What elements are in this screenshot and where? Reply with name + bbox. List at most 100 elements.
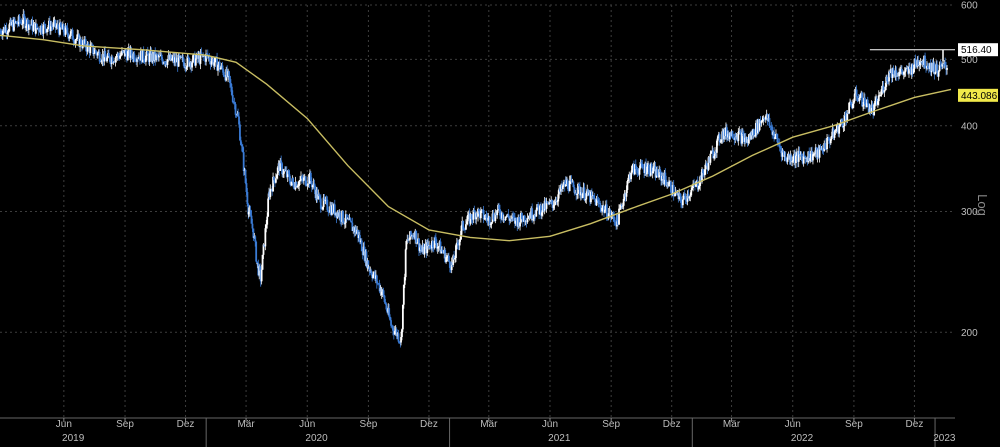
candle-body xyxy=(668,182,670,187)
candle-body xyxy=(459,234,462,240)
candle-body xyxy=(81,45,83,48)
candle-body xyxy=(424,243,427,247)
price-tag-box xyxy=(958,43,998,57)
candle-body xyxy=(60,27,63,30)
candle-body xyxy=(447,255,449,258)
candle-body xyxy=(288,174,291,181)
candle-body xyxy=(18,16,21,23)
candle-body xyxy=(669,181,672,193)
candle-body xyxy=(348,218,351,220)
candle-body xyxy=(859,96,862,98)
x-tick-label: Jun xyxy=(299,419,315,430)
candle-body xyxy=(857,98,860,102)
candle-body xyxy=(879,94,882,96)
candle-body xyxy=(361,251,364,256)
candle-body xyxy=(630,172,633,180)
candle-body xyxy=(498,205,500,210)
candle-body xyxy=(822,150,825,152)
candle-body xyxy=(307,176,310,185)
candle-body xyxy=(145,55,147,62)
candle-body xyxy=(382,290,385,296)
candle-body xyxy=(43,23,46,25)
candle-body xyxy=(524,221,527,223)
candle-body xyxy=(608,210,611,214)
candle-body xyxy=(748,135,751,140)
candle-body xyxy=(504,216,507,221)
candle-body xyxy=(607,213,610,219)
candle-body xyxy=(485,215,488,219)
candle-body xyxy=(244,169,247,184)
candle-body xyxy=(418,238,420,251)
candle-body xyxy=(641,163,644,168)
candle-body xyxy=(149,50,152,54)
candle-body xyxy=(621,205,624,207)
candle-body xyxy=(628,174,631,178)
candle-body xyxy=(267,198,270,217)
candle-body xyxy=(502,219,505,220)
candle-body xyxy=(851,103,854,108)
candle-body xyxy=(224,76,227,81)
candle-body xyxy=(820,148,823,150)
candle-body xyxy=(618,208,620,225)
candle-body xyxy=(48,20,51,32)
candle-body xyxy=(616,214,619,222)
candle-body xyxy=(317,194,320,200)
candle-body xyxy=(556,201,559,203)
candle-body xyxy=(247,211,250,215)
candle-body xyxy=(230,83,232,87)
candle-body xyxy=(689,195,692,197)
candle-body xyxy=(600,207,603,212)
candle-body xyxy=(841,122,844,128)
candle-body xyxy=(269,189,272,198)
candle-body xyxy=(503,219,506,221)
candle-body xyxy=(226,69,229,77)
candle-body xyxy=(838,126,841,134)
candle-body xyxy=(867,103,870,113)
candle-body xyxy=(15,21,18,24)
candle-body xyxy=(296,186,299,188)
candle-body xyxy=(808,151,811,161)
candle-body xyxy=(716,140,718,153)
candle-body xyxy=(877,95,880,102)
candle-body xyxy=(553,204,556,206)
candle-body xyxy=(697,188,700,190)
candle-body xyxy=(429,245,431,248)
candle-body xyxy=(57,24,60,29)
candle-body xyxy=(643,167,646,173)
candle-body xyxy=(278,163,281,171)
candle-body xyxy=(590,191,593,196)
candle-body xyxy=(848,102,851,114)
candle-body xyxy=(168,55,171,60)
candle-body xyxy=(301,176,303,179)
candle-body xyxy=(703,169,706,176)
candle-body xyxy=(579,186,581,196)
x-axis-month-ticks: Jun Sep Dez Mär Jun Sep Dez Mär Jun Sep Dez Mär Jun S… xyxy=(56,418,923,430)
candle-body xyxy=(711,150,714,152)
candle-body xyxy=(704,163,707,170)
candle-body xyxy=(787,154,790,158)
candle-body xyxy=(890,68,893,79)
candle-body xyxy=(35,23,38,29)
candle-body xyxy=(169,54,172,60)
candle-body xyxy=(488,216,491,225)
candle-body xyxy=(615,222,617,227)
candle-body xyxy=(145,50,148,56)
candle-body xyxy=(691,187,694,190)
candle-body xyxy=(437,246,440,248)
candle-body xyxy=(430,247,432,249)
candle-body xyxy=(657,175,660,178)
candle-body xyxy=(13,19,15,31)
candle-body xyxy=(403,277,406,285)
candle-body xyxy=(803,155,806,157)
candle-body xyxy=(246,191,249,205)
candle-body xyxy=(235,114,238,116)
candle-body xyxy=(408,239,411,241)
candle-body xyxy=(800,154,803,157)
candle-body xyxy=(457,244,460,246)
candle-body xyxy=(132,53,135,59)
candle-body xyxy=(617,221,619,225)
candle-body xyxy=(768,117,771,127)
candle-body xyxy=(56,24,59,27)
candle-body xyxy=(193,53,196,66)
candle-body xyxy=(131,55,134,59)
